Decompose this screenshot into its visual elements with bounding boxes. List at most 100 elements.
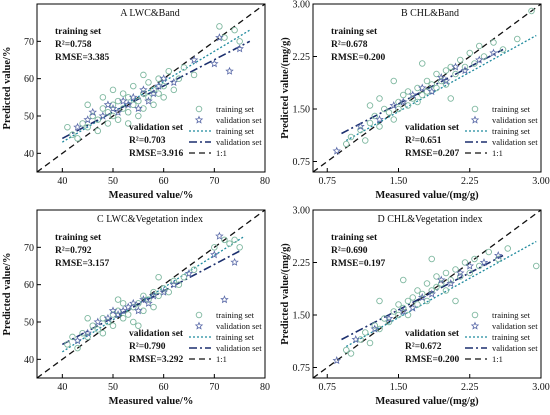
validation-point (123, 302, 133, 311)
panel-b: 0.75 1.50 2.25 3.00 0.75 1.50 2.25 3.00 Measured… (280, 0, 550, 201)
training-point (84, 333, 91, 341)
training-point (211, 244, 218, 251)
y-tick-label: 3.00 (293, 206, 311, 217)
training-point (485, 248, 493, 256)
y-tick-label: 50 (24, 112, 34, 123)
training-fit-line (345, 34, 537, 142)
training-point (221, 236, 228, 244)
training-point (423, 280, 431, 287)
training-point (442, 287, 450, 294)
training-point (404, 88, 412, 95)
training-point (476, 262, 483, 270)
legend-training-set: training set (216, 104, 255, 114)
training-point (64, 123, 71, 131)
validation-point (98, 111, 108, 120)
training-point (145, 94, 152, 101)
training-point (119, 300, 127, 307)
training-point (390, 77, 398, 85)
validation-point (108, 306, 118, 315)
x-tick-label: 3.00 (532, 382, 550, 393)
training-point (461, 259, 469, 266)
validation-point (134, 306, 143, 315)
training-point (385, 109, 393, 116)
training-point (94, 116, 102, 123)
training-point (414, 287, 421, 294)
legend-validation-fit: validation set (216, 343, 262, 353)
y-tick-label: 2.25 (293, 52, 311, 63)
training-point (140, 307, 147, 315)
validation-point (210, 250, 219, 259)
training-point (84, 123, 91, 131)
validation-point (139, 85, 148, 94)
training-point (433, 283, 440, 291)
training-point (528, 7, 535, 15)
panel-title: A LWC&Band (120, 8, 180, 19)
training-point (150, 288, 157, 296)
training-point (135, 97, 142, 105)
training-point (84, 315, 91, 322)
training-point (74, 344, 81, 352)
training-point (409, 294, 417, 301)
training-point (160, 285, 167, 292)
validation-point (437, 275, 446, 284)
training-point (395, 301, 402, 308)
x-axis-label: Measured value/% (109, 190, 194, 201)
legend-training-fit: training set (216, 126, 255, 136)
training-point (119, 315, 127, 322)
training-point (419, 290, 426, 298)
training-point (69, 333, 76, 341)
validation-point (184, 269, 194, 278)
one-to-one-line (313, 4, 541, 172)
x-tick-label: 0.75 (319, 382, 337, 393)
training-point (423, 297, 431, 305)
training-point (343, 140, 350, 148)
training-point (89, 112, 96, 120)
training-point (84, 101, 91, 109)
legend-validation-set: validation set (492, 321, 538, 331)
training-point (226, 240, 233, 247)
y-tick-label: 50 (24, 318, 34, 329)
training-point (155, 273, 162, 281)
validation-point (451, 62, 460, 71)
x-axis-label: Measured value/% (109, 396, 194, 407)
training-point (175, 75, 183, 82)
training-point (124, 120, 132, 127)
training-r2: R²=0.758 (55, 40, 92, 50)
panel-c: 40 50 60 70 80 40 50 60 70 Measured value/% Predic… (2, 209, 270, 407)
validation-r2: R²=0.651 (405, 136, 442, 146)
training-point (447, 276, 455, 284)
validation-point (220, 295, 229, 304)
training-point (414, 301, 421, 308)
legend-validation-fit: validation set (492, 343, 538, 353)
training-point (495, 255, 502, 263)
training-point (447, 95, 455, 102)
training-point (124, 109, 132, 116)
training-point (390, 308, 398, 315)
validation-point (144, 298, 153, 307)
training-point (533, 262, 540, 270)
validation-point (441, 76, 451, 85)
legend-one-to-one: 1:1 (216, 148, 227, 158)
x-tick-label: 40 (57, 382, 67, 393)
training-point (180, 273, 188, 281)
training-point (376, 95, 383, 102)
training-point (130, 318, 137, 326)
legend-training-set: training set (216, 310, 255, 320)
training-point (231, 26, 238, 34)
validation-point (230, 257, 239, 266)
legend-training-set: training set (492, 104, 531, 114)
training-point (165, 67, 172, 75)
training-point (114, 97, 122, 105)
training-point (109, 112, 117, 120)
training-point (231, 236, 238, 244)
training-point (94, 127, 102, 135)
validation-point (351, 335, 360, 344)
validation-point (139, 295, 148, 304)
y-tick-label: 3.00 (293, 0, 311, 11)
training-point (362, 329, 369, 336)
training-point (504, 245, 512, 252)
x-tick-label: 1.50 (390, 382, 408, 393)
training-point (145, 79, 152, 86)
validation-stats-label: validation set (129, 329, 184, 339)
